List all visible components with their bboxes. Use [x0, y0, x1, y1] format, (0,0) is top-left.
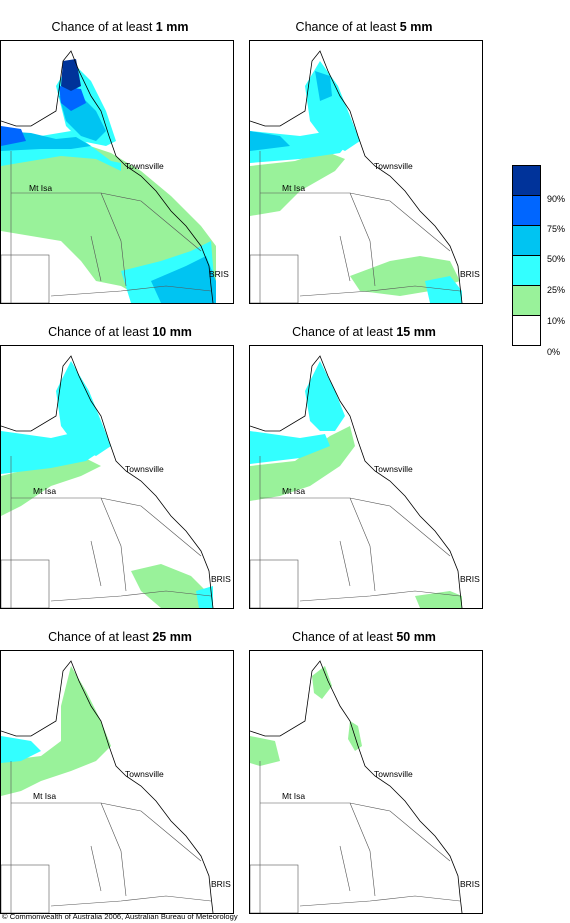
label-bris: BRIS: [211, 879, 231, 889]
legend-swatch-0: [512, 315, 541, 346]
panel-title-4: Chance of at least 15 mm: [292, 325, 436, 339]
label-townsville: Townsville: [125, 769, 164, 779]
label-mt-isa: Mt Isa: [33, 486, 57, 496]
label-mt-isa: Mt Isa: [282, 791, 306, 801]
label-townsville: Townsville: [374, 769, 413, 779]
label-townsville: Townsville: [374, 161, 413, 171]
map-panel-15mm: Townsville Mt Isa BRIS: [249, 345, 483, 609]
legend-swatch-75: [512, 195, 541, 225]
label-bris: BRIS: [460, 269, 480, 279]
panel-title-3: Chance of at least 10 mm: [48, 325, 192, 339]
legend-label-50: 50%: [547, 254, 566, 264]
label-mt-isa: Mt Isa: [29, 183, 53, 193]
map-panel-50mm: Townsville Mt Isa BRIS: [249, 650, 483, 914]
legend-label-90: 90%: [547, 194, 566, 204]
panel-title-1: Chance of at least 1 mm: [51, 20, 189, 34]
copyright-footer: © Commonwealth of Australia 2006, Austra…: [2, 912, 238, 921]
legend-swatch-25: [512, 255, 541, 285]
label-mt-isa: Mt Isa: [282, 183, 306, 193]
label-bris: BRIS: [211, 574, 231, 584]
panel-title-6: Chance of at least 50 mm: [292, 630, 436, 644]
legend-swatch-50: [512, 225, 541, 255]
legend-swatch-10: [512, 285, 541, 315]
label-townsville: Townsville: [125, 161, 164, 171]
label-bris: BRIS: [460, 574, 480, 584]
label-bris: BRIS: [209, 269, 229, 279]
label-mt-isa: Mt Isa: [33, 791, 57, 801]
legend-label-75: 75%: [547, 224, 566, 234]
map-panel-5mm: Townsville Mt Isa BRIS: [249, 40, 483, 304]
legend-label-10: 10%: [547, 316, 566, 326]
label-bris: BRIS: [460, 879, 480, 889]
panel-title-5: Chance of at least 25 mm: [48, 630, 192, 644]
map-panel-10mm: Townsville Mt Isa BRIS: [0, 345, 234, 609]
label-townsville: Townsville: [125, 464, 164, 474]
panel-title-2: Chance of at least 5 mm: [295, 20, 433, 34]
label-townsville: Townsville: [374, 464, 413, 474]
legend-label-0: 0%: [547, 347, 561, 357]
map-panel-25mm: Townsville Mt Isa BRIS: [0, 650, 234, 914]
legend-colorbar: [512, 165, 541, 346]
label-mt-isa: Mt Isa: [282, 486, 306, 496]
legend-swatch-90: [512, 165, 541, 195]
legend-label-25: 25%: [547, 285, 566, 295]
map-panel-1mm: Townsville Mt Isa BRIS: [0, 40, 234, 304]
